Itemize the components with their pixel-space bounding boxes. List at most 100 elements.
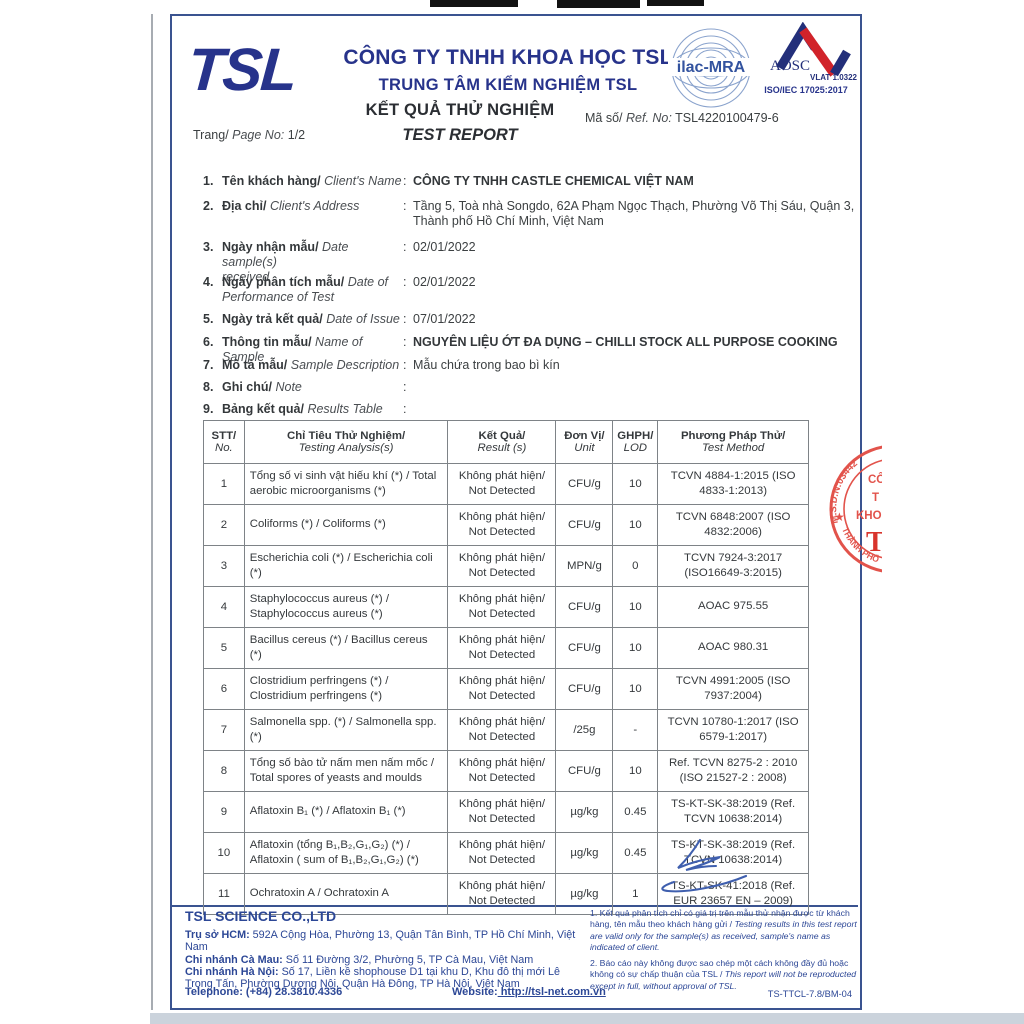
footer-hq-label: Trụ sở HCM: xyxy=(185,929,250,941)
aosc-vlat-label: VLAT 1.0322 xyxy=(810,73,858,82)
item-number: 2. xyxy=(203,199,214,213)
result-en: Not Detected xyxy=(468,690,536,702)
note1-vn: 1. Kết quả phân tích chỉ có giá trị trên… xyxy=(590,908,850,930)
cell-lod: 10 xyxy=(612,750,659,792)
cell-no: 5 xyxy=(203,627,245,669)
cell-result: Không phát hiện/Not Detected xyxy=(447,750,557,792)
cell-lod: 10 xyxy=(612,463,659,505)
cell-no: 6 xyxy=(203,668,245,710)
cell-method: AOAC 980.31 xyxy=(657,627,809,669)
result-en: Not Detected xyxy=(468,731,536,743)
colon: : xyxy=(403,380,407,394)
colon: : xyxy=(403,174,407,188)
item-value: 02/01/2022 xyxy=(413,275,476,289)
result-vn: Không phát hiện/ xyxy=(458,551,545,564)
cell-method: TCVN 7924-3:2017 (ISO16649-3:2015) xyxy=(657,545,809,587)
aosc-label: AOSC xyxy=(770,58,810,74)
cell-result: Không phát hiện/Not Detected xyxy=(447,832,557,874)
header-result-vn: Kết Quả/ xyxy=(478,430,526,442)
scan-artifact-top xyxy=(647,0,704,6)
cell-analysis: Tổng số bào tử nấm men nấm mốc / Total s… xyxy=(243,750,449,792)
page-label-en: Page No: xyxy=(228,128,285,142)
cell-unit: CFU/g xyxy=(555,504,614,546)
header-method-vn: Phương Pháp Thử/ xyxy=(680,430,786,442)
item-label-en: Date sample(s) xyxy=(222,240,349,269)
tsl-logo: TSL xyxy=(185,36,298,103)
cell-unit: CFU/g xyxy=(555,750,614,792)
item-label-vn: Bảng kết quả/ xyxy=(222,402,304,416)
cell-no: 4 xyxy=(203,586,245,628)
cell-no: 8 xyxy=(203,750,245,792)
item-number: 8. xyxy=(203,380,214,394)
result-vn: Không phát hiện/ xyxy=(458,879,545,892)
result-vn: Không phát hiện/ xyxy=(458,797,545,810)
col-header-no: STT/No. xyxy=(203,420,245,464)
page-number: Trang/ Page No: 1/2 xyxy=(193,128,305,142)
header-unit-vn: Đơn Vị/ xyxy=(564,430,605,442)
table-row: 9 Aflatoxin B₁ (*) / Aflatoxin B₁ (*) Kh… xyxy=(203,791,809,833)
item-label: Tên khách hàng/ Client's Name xyxy=(222,174,402,189)
ilac-mra-logo: ilac-MRA xyxy=(664,27,758,109)
col-header-analysis: Chỉ Tiêu Thử Nghiệm/Testing Analysis(s) xyxy=(243,420,449,464)
cell-result: Không phát hiện/Not Detected xyxy=(447,586,557,628)
result-vn: Không phát hiện/ xyxy=(458,592,545,605)
red-stamp: M.S.D.N:03442 THÀNH PHỐ ★ CÔ T KHO T xyxy=(826,441,882,583)
result-en: Not Detected xyxy=(468,772,536,784)
item-label-vn: Thông tin mẫu/ xyxy=(222,335,312,349)
header-analysis-vn: Chỉ Tiêu Thử Nghiệm/ xyxy=(287,430,406,442)
cell-result: Không phát hiện/Not Detected xyxy=(447,545,557,587)
cell-analysis: Clostridium perfringens (*) / Clostridiu… xyxy=(243,668,449,710)
cell-lod: 0.45 xyxy=(612,832,659,874)
result-vn: Không phát hiện/ xyxy=(458,469,545,482)
footer-note-1: 1. Kết quả phân tích chỉ có giá trị trên… xyxy=(590,908,858,953)
item-value: 02/01/2022 xyxy=(413,240,476,254)
footer-hanoi-label: Chi nhánh Hà Nội: xyxy=(185,965,279,978)
signature-icon xyxy=(661,838,748,893)
cell-unit: /25g xyxy=(555,709,614,751)
scan-artifact-top xyxy=(557,0,640,8)
cell-analysis: Staphylococcus aureus (*) / Staphylococc… xyxy=(243,586,449,628)
header-result-en: Result (s) xyxy=(477,442,527,454)
page-edge-shadow xyxy=(151,14,153,1010)
item-label-vn: Ngày trả kết quả/ xyxy=(222,312,323,326)
item-label: Bảng kết quả/ Results Table xyxy=(222,402,402,417)
website-link[interactable]: http://tsl-net.com.vn xyxy=(497,986,606,998)
cell-analysis: Escherichia coli (*) / Escherichia coli … xyxy=(243,545,449,587)
cell-no: 9 xyxy=(203,791,245,833)
result-vn: Không phát hiện/ xyxy=(458,510,545,523)
company-name-block: CÔNG TY TNHH KHOA HỌC TSL TRUNG TÂM KIỂM… xyxy=(340,46,676,95)
cell-analysis: Aflatoxin B₁ (*) / Aflatoxin B₁ (*) xyxy=(243,791,449,833)
item-label-en: Results Table xyxy=(303,402,383,416)
cell-lod: 1 xyxy=(612,873,659,915)
footer-hanoi-text: Số 17, Liền kề shophouse D1 tại khu D, K… xyxy=(185,965,560,991)
stamp-line3: KHO xyxy=(856,510,882,522)
table-row: 4 Staphylococcus aureus (*) / Staphyloco… xyxy=(203,586,809,628)
footer-notes: 1. Kết quả phân tích chỉ có giá trị trên… xyxy=(590,908,858,992)
header-unit-en: Unit xyxy=(574,442,595,454)
cell-lod: - xyxy=(612,709,659,751)
telephone-label: Telephone: xyxy=(185,986,243,998)
header-lod-vn: GHPH/ xyxy=(617,430,654,442)
item-value: NGUYÊN LIỆU ỚT ĐA DỤNG – CHILLI STOCK AL… xyxy=(413,335,838,349)
item-label-en: Client's Name xyxy=(320,174,402,188)
table-row: 3 Escherichia coli (*) / Escherichia col… xyxy=(203,545,809,587)
item-label-en: Name of Sample xyxy=(222,335,363,364)
cell-lod: 0 xyxy=(612,545,659,587)
item-number: 1. xyxy=(203,174,214,188)
result-en: Not Detected xyxy=(468,895,536,907)
ilac-mra-label: ilac-MRA xyxy=(677,59,746,76)
footer-hq-line: Trụ sở HCM: 592A Cộng Hòa, Phường 13, Qu… xyxy=(185,929,582,954)
col-header-method: Phương Pháp Thử/Test Method xyxy=(657,420,809,464)
col-header-result: Kết Quả/Result (s) xyxy=(447,420,557,464)
cell-lod: 10 xyxy=(612,504,659,546)
cell-analysis: Coliforms (*) / Coliforms (*) xyxy=(243,504,449,546)
header-no-en: No. xyxy=(215,442,233,454)
result-vn: Không phát hiện/ xyxy=(458,674,545,687)
cell-result: Không phát hiện/Not Detected xyxy=(447,504,557,546)
header-method-en: Test Method xyxy=(701,442,765,454)
item-label: Thông tin mẫu/ Name of Sample xyxy=(222,335,402,365)
cell-unit: CFU/g xyxy=(555,463,614,505)
page-frame xyxy=(170,14,862,1010)
table-row: 6 Clostridium perfringens (*) / Clostrid… xyxy=(203,668,809,710)
